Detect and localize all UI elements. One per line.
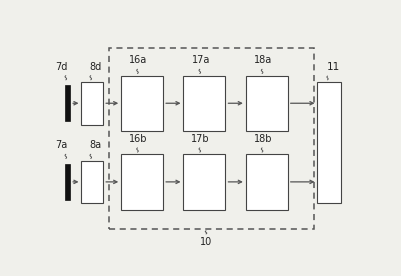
- Text: 7d: 7d: [55, 62, 68, 72]
- Bar: [81, 161, 103, 203]
- Text: 16a: 16a: [129, 55, 147, 65]
- Text: 18a: 18a: [253, 55, 271, 65]
- Bar: [121, 76, 163, 131]
- Text: 7a: 7a: [55, 140, 68, 150]
- Text: 18b: 18b: [253, 134, 271, 144]
- Text: 10: 10: [199, 237, 212, 247]
- Bar: [245, 76, 287, 131]
- Bar: [317, 82, 340, 203]
- Bar: [65, 85, 70, 121]
- Bar: [245, 154, 287, 209]
- Text: 11: 11: [326, 62, 339, 72]
- Bar: [183, 76, 225, 131]
- Text: 16b: 16b: [129, 134, 147, 144]
- Text: 8a: 8a: [89, 140, 101, 150]
- Text: 17b: 17b: [191, 134, 209, 144]
- Bar: [121, 154, 163, 209]
- Text: 17a: 17a: [191, 55, 209, 65]
- Bar: [109, 48, 313, 229]
- Bar: [65, 164, 70, 200]
- Bar: [81, 82, 103, 124]
- Bar: [183, 154, 225, 209]
- Text: 8d: 8d: [89, 62, 101, 72]
